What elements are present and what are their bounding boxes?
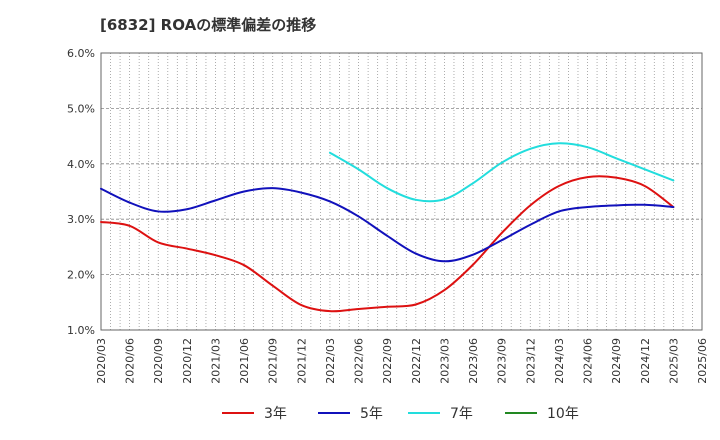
y-tick-label: 1.0% xyxy=(67,324,95,337)
x-tick-label: 2021/09 xyxy=(267,338,280,384)
y-tick-label: 3.0% xyxy=(67,213,95,226)
x-tick-label: 2022/03 xyxy=(324,338,337,384)
x-tick-label: 2025/06 xyxy=(696,338,709,384)
plot-area xyxy=(101,53,702,330)
legend-label-3: 10年 xyxy=(547,406,579,422)
x-tick-label: 2024/12 xyxy=(639,338,652,384)
chart-title: [6832] ROAの標準偏差の推移 xyxy=(100,16,317,34)
series-line-2 xyxy=(328,142,675,203)
x-tick-label: 2020/09 xyxy=(152,338,165,384)
x-tick-label: 2023/12 xyxy=(524,338,537,384)
x-tick-label: 2025/03 xyxy=(667,338,680,384)
legend-label-2: 7年 xyxy=(450,406,473,422)
x-tick-label: 2023/03 xyxy=(438,338,451,384)
x-tick-label: 2021/12 xyxy=(295,338,308,384)
y-tick-label: 2.0% xyxy=(67,269,95,282)
x-tick-label: 2023/09 xyxy=(496,338,509,384)
y-tick-label: 6.0% xyxy=(67,47,95,60)
legend-label-1: 5年 xyxy=(360,406,383,422)
axis-layer: 1.0% 2.0% 3.0% 4.0% 5.0% 6.0% 2020/03 2020/06 20… xyxy=(67,47,709,384)
series-line-1 xyxy=(100,187,675,263)
x-tick-label: 2024/03 xyxy=(553,338,566,384)
x-tick-label: 2022/06 xyxy=(353,338,366,384)
legend-label-0: 3年 xyxy=(264,406,287,422)
x-tick-label: 2022/09 xyxy=(381,338,394,384)
x-tick-label: 2020/03 xyxy=(95,338,108,384)
x-tick-label: 2020/06 xyxy=(124,338,137,384)
y-tick-label: 4.0% xyxy=(67,158,95,171)
legend: 3年 5年 7年 10年 xyxy=(222,406,579,422)
x-tick-label: 2020/12 xyxy=(181,338,194,384)
series-layer xyxy=(100,142,675,313)
series-line-0 xyxy=(100,175,675,313)
x-tick-label: 2021/06 xyxy=(238,338,251,384)
plot-frame xyxy=(100,52,703,331)
grid-layer xyxy=(100,52,703,331)
y-tick-label: 5.0% xyxy=(67,102,95,115)
x-tick-label: 2021/03 xyxy=(209,338,222,384)
x-tick-label: 2024/06 xyxy=(582,338,595,384)
x-tick-label: 2023/06 xyxy=(467,338,480,384)
x-tick-label: 2022/12 xyxy=(410,338,423,384)
x-tick-label: 2024/09 xyxy=(610,338,623,384)
